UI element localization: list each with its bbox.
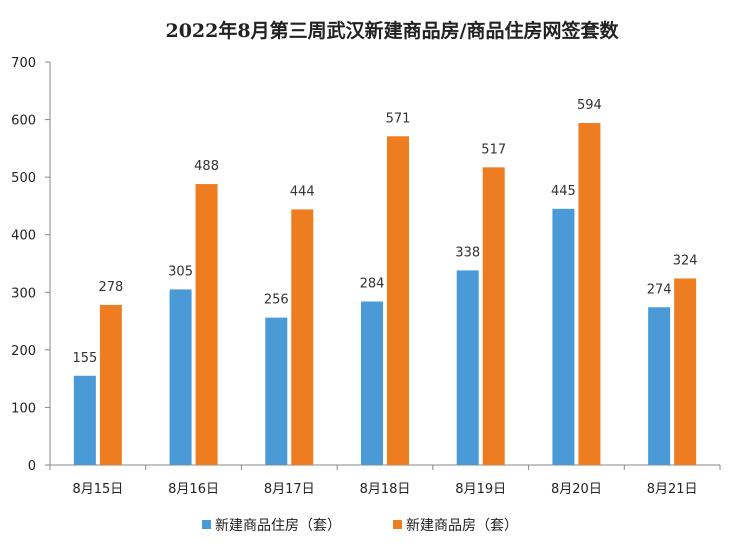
legend-label: 新建商品房（套） <box>406 518 518 534</box>
bar-residential <box>265 317 288 465</box>
data-label: 594 <box>577 98 602 113</box>
y-tick-label: 0 <box>28 459 36 474</box>
data-label: 155 <box>72 351 97 366</box>
bar-all-commercial <box>578 123 601 466</box>
data-label: 274 <box>647 282 672 297</box>
data-label: 488 <box>194 159 219 174</box>
bar-all-commercial <box>195 184 218 465</box>
x-tick-label: 8月20日 <box>551 482 602 497</box>
data-label: 338 <box>455 245 480 260</box>
bar-all-commercial <box>99 304 122 465</box>
y-tick-label: 300 <box>11 286 36 301</box>
legend-label: 新建商品住房（套） <box>215 518 341 534</box>
bar-all-commercial <box>291 209 314 465</box>
data-label: 256 <box>264 293 289 308</box>
legend-swatch <box>202 520 211 529</box>
y-tick-label: 500 <box>11 171 36 186</box>
bar-all-commercial <box>674 278 697 465</box>
data-label: 278 <box>98 280 123 295</box>
bar-all-commercial <box>387 136 409 465</box>
data-label: 305 <box>168 264 193 279</box>
bar-residential <box>456 270 479 465</box>
bar-residential <box>73 375 96 465</box>
bar-residential <box>169 289 192 465</box>
data-label: 324 <box>673 253 698 268</box>
x-tick-label: 8月21日 <box>647 482 698 497</box>
x-tick-label: 8月16日 <box>168 482 219 497</box>
legend-swatch <box>393 520 402 529</box>
data-label: 444 <box>290 184 315 199</box>
data-label: 284 <box>360 276 385 291</box>
x-tick-label: 8月19日 <box>455 482 506 497</box>
x-tick-label: 8月15日 <box>72 482 123 497</box>
chart-title: 2022年8月第三周武汉新建商品房/商品住房网签套数 <box>165 19 619 42</box>
x-tick-label: 8月17日 <box>264 482 315 497</box>
data-label: 517 <box>481 142 506 157</box>
y-tick-label: 400 <box>11 229 36 244</box>
bar-residential <box>552 208 575 466</box>
y-tick-label: 200 <box>11 344 36 359</box>
y-tick-label: 700 <box>11 56 36 71</box>
bar-residential <box>648 307 671 465</box>
x-tick-label: 8月18日 <box>360 482 411 497</box>
bar-residential <box>361 301 383 465</box>
data-label: 445 <box>551 184 576 199</box>
y-tick-label: 600 <box>11 114 36 129</box>
y-tick-label: 100 <box>11 401 36 416</box>
bar-all-commercial <box>482 167 505 465</box>
data-label: 571 <box>386 111 411 126</box>
